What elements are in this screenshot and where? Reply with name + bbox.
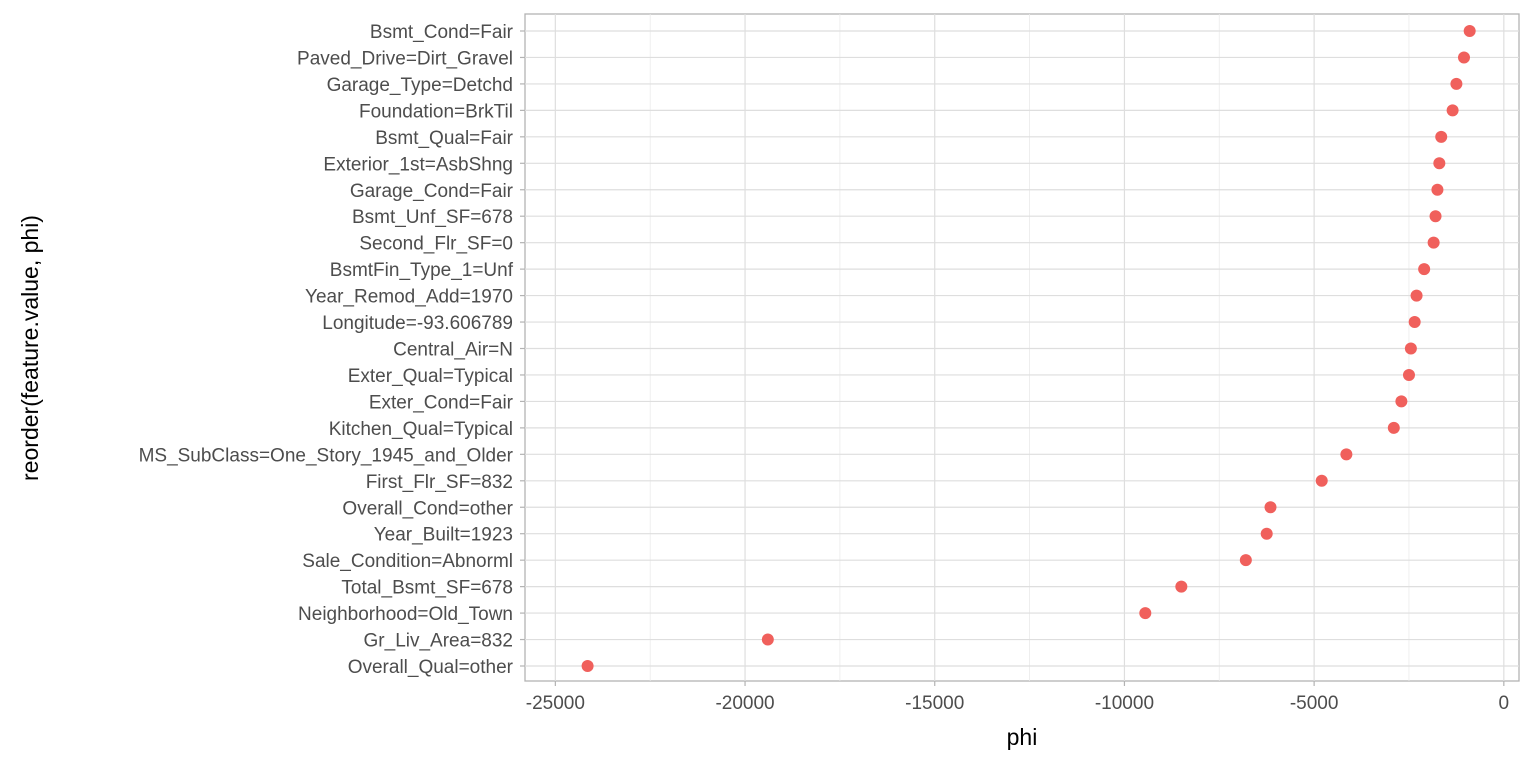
y-tick-label: Foundation=BrkTil — [359, 101, 513, 122]
data-point — [1435, 130, 1448, 143]
data-point — [1404, 342, 1417, 355]
y-tick-label: Sale_Condition=Abnorml — [302, 551, 513, 572]
y-tick-label: Paved_Drive=Dirt_Gravel — [297, 48, 513, 69]
y-tick-label: Bsmt_Cond=Fair — [370, 22, 514, 43]
data-point — [1410, 289, 1423, 302]
y-tick-label: Bsmt_Qual=Fair — [375, 128, 513, 149]
data-point — [761, 633, 774, 646]
y-tick-label: Year_Remod_Add=1970 — [305, 287, 513, 308]
y-tick-label: Garage_Cond=Fair — [350, 181, 514, 202]
data-points — [581, 25, 1476, 672]
x-tick-label: -25000 — [526, 693, 585, 714]
data-point — [1450, 77, 1463, 90]
data-point — [1433, 157, 1446, 170]
y-tick-label: Bsmt_Unf_SF=678 — [352, 207, 513, 228]
data-point — [1315, 474, 1328, 487]
data-point — [1408, 316, 1421, 329]
y-tick-label: Central_Air=N — [393, 340, 513, 361]
data-point — [1429, 210, 1442, 223]
y-tick-label: Second_Flr_SF=0 — [359, 234, 513, 255]
y-tick-label: Longitude=-93.606789 — [322, 313, 513, 334]
grid-lines — [525, 14, 1519, 681]
panel-background — [524, 13, 1520, 682]
y-tick-label: Kitchen_Qual=Typical — [329, 419, 513, 440]
data-point — [1395, 395, 1408, 408]
y-tick-label: BsmtFin_Type_1=Unf — [330, 260, 514, 281]
y-axis-title: reorder(feature.value, phi) — [17, 215, 43, 481]
data-point — [1139, 607, 1152, 620]
y-tick-label: Exter_Cond=Fair — [369, 392, 514, 413]
data-point — [1239, 554, 1252, 567]
y-tick-label: Neighborhood=Old_Town — [298, 604, 513, 625]
data-point — [1340, 448, 1353, 461]
y-tick-label: Gr_Liv_Area=832 — [364, 631, 513, 652]
x-tick-label: -5000 — [1290, 693, 1339, 714]
y-tick-label: Exter_Qual=Typical — [348, 366, 513, 387]
data-point — [1260, 527, 1273, 540]
data-point — [1418, 263, 1431, 276]
x-tick-label: -10000 — [1095, 693, 1154, 714]
data-point — [1457, 51, 1470, 64]
data-point — [1175, 580, 1188, 593]
data-point — [581, 660, 594, 672]
data-point — [1463, 25, 1476, 37]
y-tick-label: Year_Built=1923 — [374, 525, 513, 546]
data-point — [1402, 368, 1415, 381]
data-point — [1264, 501, 1277, 514]
data-point — [1387, 421, 1400, 434]
y-tick-label: Exterior_1st=AsbShng — [323, 154, 513, 175]
y-tick-label: Overall_Qual=other — [348, 657, 514, 678]
y-tick-labels: Bsmt_Cond=Fair Paved_Drive=Dirt_Gravel Gar… — [139, 22, 525, 678]
data-point — [1446, 104, 1459, 117]
x-tick-label: -20000 — [715, 693, 774, 714]
x-tick-label: 0 — [1499, 693, 1510, 714]
y-tick-label: MS_SubClass=One_Story_1945_and_Older — [139, 445, 514, 466]
x-tick-labels: -25000 -20000 -15000 -10000 -5000 0 — [526, 681, 1509, 714]
y-tick-label: Garage_Type=Detchd — [327, 75, 513, 96]
y-tick-label: Total_Bsmt_SF=678 — [341, 578, 513, 599]
x-axis-title: phi — [1007, 724, 1038, 750]
y-tick-label: Overall_Cond=other — [342, 498, 513, 519]
data-point — [1431, 183, 1444, 196]
y-tick-label: First_Flr_SF=832 — [366, 472, 513, 493]
data-point — [1427, 236, 1440, 249]
x-tick-label: -15000 — [905, 693, 964, 714]
